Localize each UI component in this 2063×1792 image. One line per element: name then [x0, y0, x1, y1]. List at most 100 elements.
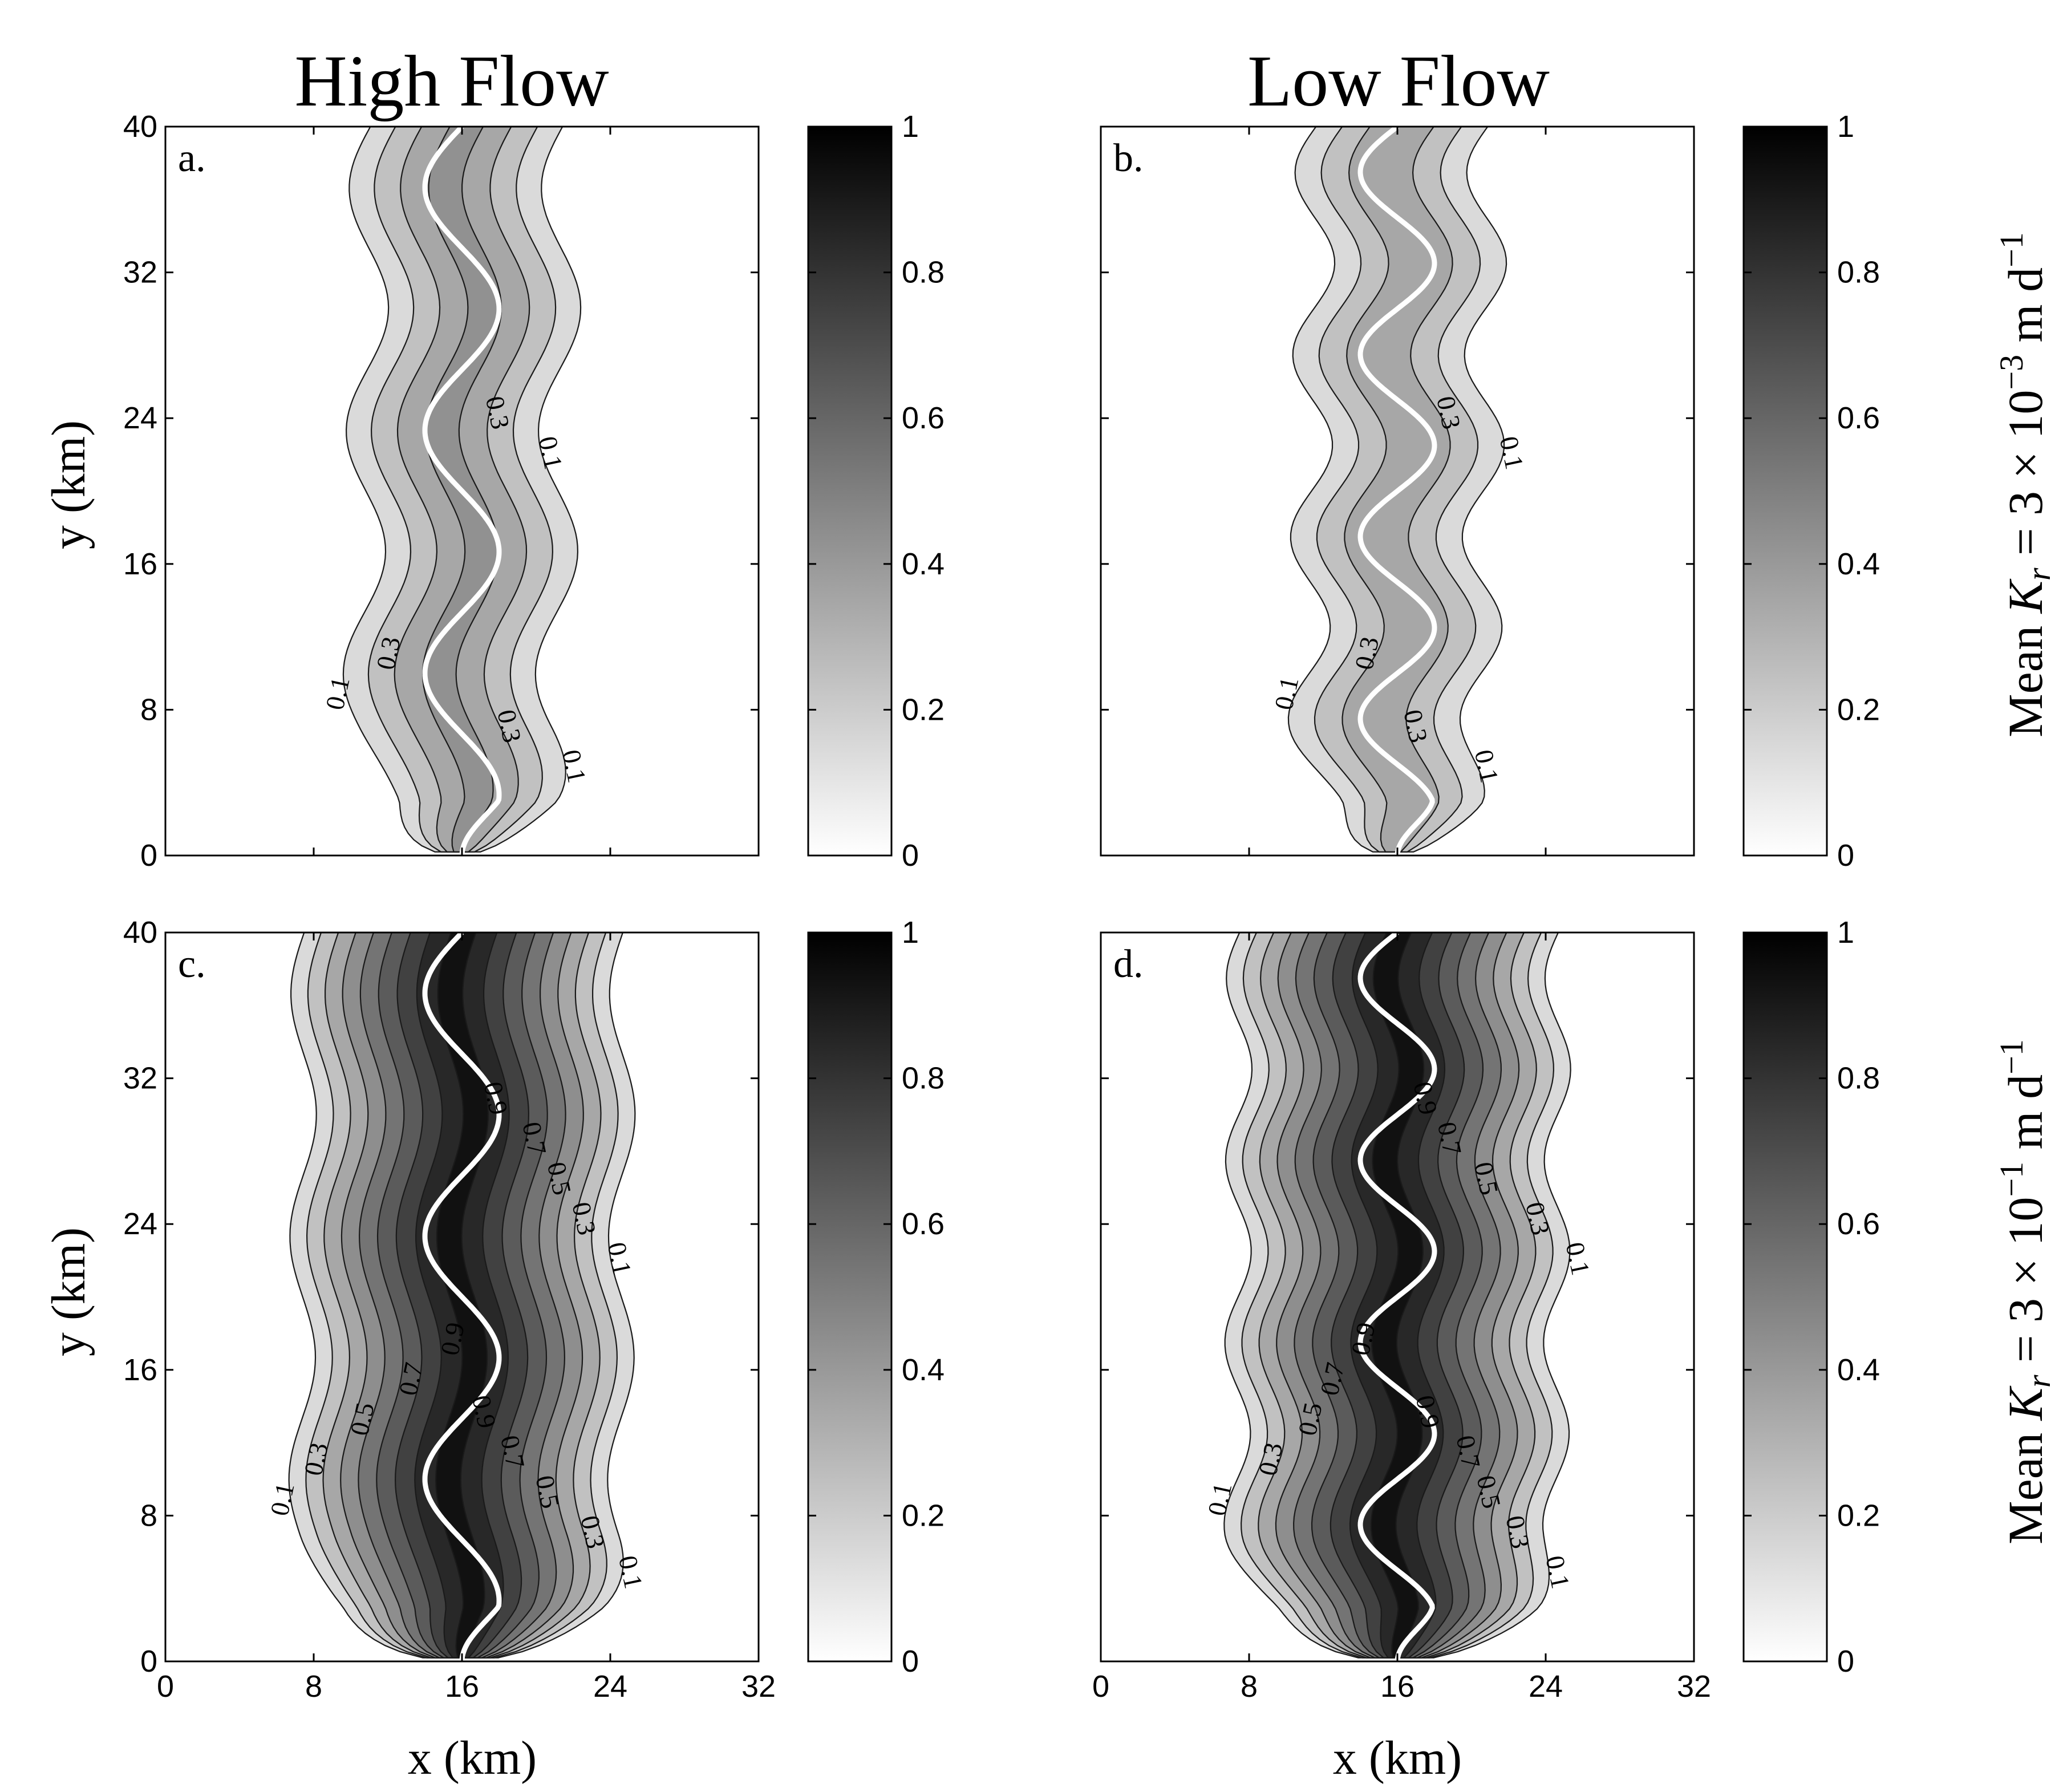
ytick-label: 0 — [140, 1644, 157, 1679]
xtick-label: 16 — [445, 1669, 479, 1704]
xtick-label: 16 — [1380, 1669, 1414, 1704]
contour-label: 0.7 — [393, 1360, 428, 1398]
contour-label: 0.1 — [1560, 1239, 1595, 1278]
contour-label: 0.9 — [1411, 1393, 1446, 1431]
colorbar-gradient — [1742, 125, 1828, 857]
contour-label: 0.1 — [1540, 1553, 1575, 1591]
colorbar-tick-label: 0.8 — [902, 1061, 945, 1096]
colorbar-gradient — [1742, 931, 1828, 1663]
colorbar-tick-label: 0.8 — [902, 256, 945, 290]
colorbar-tick-label: 0.8 — [1837, 256, 1880, 290]
colorbar-tick-label: 0.8 — [1837, 1061, 1880, 1096]
contour-label: 0.3 — [1349, 634, 1384, 672]
river-centerline — [1357, 933, 1437, 1661]
contour-label: 0.1 — [1469, 747, 1505, 785]
panel-label: a. — [178, 136, 206, 180]
contour-label: 0.7 — [517, 1120, 552, 1158]
contour-label: 0.1 — [1269, 674, 1304, 712]
ytick-label: 8 — [140, 1498, 157, 1532]
ytick-label: 32 — [123, 256, 157, 290]
ytick-label: 32 — [123, 1061, 157, 1096]
ytick-label: 40 — [123, 915, 157, 950]
ytick-label: 16 — [123, 1353, 157, 1387]
contour-label: 0.1 — [602, 1239, 637, 1278]
colorbar-tick-label: 0.6 — [1837, 1207, 1880, 1241]
ytick-label: 16 — [123, 547, 157, 581]
panel-c: 0.10.10.10.30.30.30.50.50.50.70.70.70.90… — [123, 915, 776, 1704]
contour-bands — [342, 127, 582, 853]
colorbar-tick-label: 0.6 — [902, 401, 945, 435]
colorbar-c: 0 0.2 0.4 0.6 0.8 1 — [807, 915, 945, 1679]
colorbar-tick-label: 1 — [1837, 915, 1854, 950]
contour-label: 0.9 — [1408, 1079, 1443, 1117]
colorbar-tick-label: 0.6 — [902, 1207, 945, 1241]
xtick-label: 0 — [1092, 1669, 1109, 1704]
xtick-label: 8 — [305, 1669, 322, 1704]
contour-label: 0.5 — [530, 1473, 565, 1511]
contour-label: 0.3 — [1253, 1440, 1288, 1478]
colorbar-tick-label: 0.2 — [1837, 692, 1880, 727]
colorbar-label-bottom: Mean Kr = 3 × 10−1 m d−1 — [1993, 1039, 2057, 1544]
contour-label: 0.3 — [566, 1199, 602, 1238]
contour-label: 0.1 — [320, 674, 355, 712]
colorbar-tick-label: 0 — [902, 1644, 919, 1679]
panel-label: c. — [178, 942, 206, 986]
contour-label: 0.7 — [1451, 1433, 1486, 1471]
colorbar-tick-label: 1 — [902, 915, 919, 950]
contour-label: 0.7 — [1315, 1360, 1350, 1398]
contour-label: 0.3 — [492, 707, 527, 745]
contour-label: 0.3 — [480, 394, 516, 432]
contour-label: 0.3 — [1520, 1199, 1555, 1238]
river-centerline — [1357, 127, 1437, 856]
ylabel-top: y (km) — [42, 420, 95, 549]
colorbar-label-top: Mean Kr = 3 × 10−3 m d−1 — [1993, 232, 2057, 737]
colorbar-tick-label: 0 — [1837, 1644, 1854, 1679]
column-title-low-flow: Low Flow — [1247, 40, 1550, 121]
colorbar-d: 0 0.2 0.4 0.6 0.8 1 — [1742, 915, 1880, 1679]
contour-label: 0.5 — [1469, 1159, 1504, 1198]
colorbar-b: 0 0.2 0.4 0.6 0.8 1 — [1742, 110, 1880, 873]
xtick-label: 32 — [1677, 1669, 1711, 1704]
colorbar-tick-label: 0.2 — [902, 1498, 945, 1532]
contour-label: 0.5 — [1471, 1473, 1506, 1511]
panel-label: b. — [1113, 136, 1144, 180]
contour-label: 0.1 — [557, 747, 592, 785]
ytick-label: 40 — [123, 110, 157, 144]
colorbar-gradient — [807, 125, 893, 857]
colorbars: 0 0.2 0.4 0.6 0.8 1 0 0.2 0.4 0.6 0.8 1 0 0.2 0.4 0.6 0.… — [807, 110, 1880, 1679]
contour-label: 0.1 — [265, 1480, 300, 1518]
panel-b: 0.1 0.1 0.1 0.3 0.3 0.3 b. — [1100, 125, 1695, 857]
contour-label: 0.9 — [467, 1393, 502, 1431]
column-title-high-flow: High Flow — [294, 40, 609, 121]
contour-labels: 0.10.10.10.30.30.30.50.50.50.70.70.70.90… — [1202, 1079, 1596, 1591]
contour-label: 0.1 — [533, 433, 569, 472]
contour-label: 0.1 — [1202, 1480, 1238, 1518]
contour-label: 0.9 — [1345, 1320, 1381, 1358]
river-centerline — [422, 933, 502, 1661]
contour-label: 0.3 — [1431, 394, 1466, 432]
contour-label: 0.7 — [1432, 1120, 1468, 1158]
ytick-label: 8 — [140, 692, 157, 727]
panel-a: 0.1 0.1 0.1 0.3 0.3 0.3 a. 0 8 16 24 32 40 — [123, 110, 760, 873]
contour-labels: 0.10.10.10.30.30.30.50.50.50.70.70.70.90… — [265, 1079, 649, 1591]
xtick-label: 24 — [1529, 1669, 1563, 1704]
colorbar-tick-label: 0.4 — [1837, 547, 1880, 581]
contour-label: 0.3 — [298, 1440, 334, 1478]
xtick-label: 24 — [593, 1669, 627, 1704]
colorbar-tick-label: 1 — [902, 110, 919, 144]
xtick-label: 8 — [1241, 1669, 1258, 1704]
panel-d: 0.10.10.10.30.30.30.50.50.50.70.70.70.90… — [1092, 931, 1711, 1704]
xlabel-right: x (km) — [1333, 1732, 1462, 1785]
contour-label: 0.5 — [344, 1400, 380, 1438]
contour-label: 0.9 — [479, 1079, 514, 1117]
contour-label: 0.7 — [495, 1433, 530, 1471]
panels: 0.10.10.10.30.30.3a.08162432400.10.10.10… — [123, 110, 1711, 1704]
xtick-label: 32 — [741, 1669, 776, 1704]
colorbar-tick-label: 0.4 — [1837, 1353, 1880, 1387]
colorbar-tick-label: 0 — [1837, 838, 1854, 873]
contour-labels: 0.1 0.1 0.1 0.3 0.3 0.3 — [1269, 394, 1530, 785]
contour-label: 0.1 — [613, 1553, 649, 1591]
contour-label: 0.5 — [1292, 1400, 1328, 1438]
contour-label: 0.1 — [1494, 433, 1530, 472]
